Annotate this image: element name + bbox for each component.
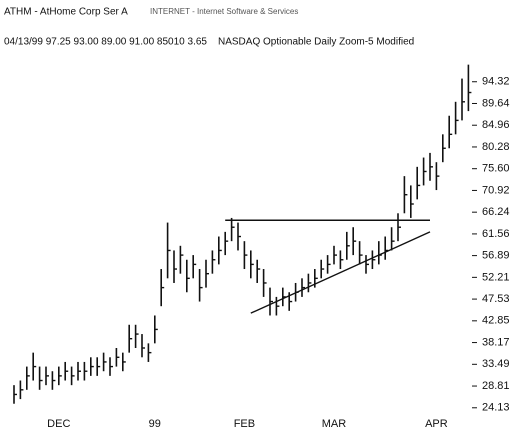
- trendline: [250, 231, 431, 314]
- y-tick-label: 70.92: [482, 184, 510, 196]
- y-tick-label: 89.64: [482, 97, 510, 109]
- y-tick-label: 80.28: [482, 141, 510, 153]
- y-tick-label: 33.49: [482, 358, 510, 370]
- y-tick-label: 84.96: [482, 119, 510, 131]
- x-tick-label: MAR: [322, 418, 347, 430]
- x-tick-label: 99: [149, 418, 161, 430]
- y-tick-label: 52.21: [482, 271, 510, 283]
- y-tick-label: 94.32: [482, 76, 510, 88]
- y-tick-label: 56.89: [482, 250, 510, 262]
- sector: INTERNET - Internet Software & Services: [150, 7, 298, 16]
- y-tick-label: 38.17: [482, 336, 510, 348]
- y-tick-label: 47.53: [482, 293, 510, 305]
- quote: 04/13/99 97.25 93.00 89.00 91.00 85010 3…: [4, 37, 207, 48]
- y-tick-label: 24.13: [482, 402, 510, 414]
- x-tick-label: FEB: [234, 418, 255, 430]
- y-tick-label: 75.60: [482, 163, 510, 175]
- x-tick-label: DEC: [47, 418, 70, 430]
- y-tick-label: 42.85: [482, 315, 510, 327]
- y-tick-label: 66.24: [482, 206, 510, 218]
- x-tick-label: APR: [425, 418, 448, 430]
- y-tick-label: 61.56: [482, 228, 510, 240]
- y-tick-label: 28.81: [482, 380, 510, 392]
- info: NASDAQ Optionable Daily Zoom-5 Modified: [218, 37, 414, 48]
- symbol: ATHM - AtHome Corp Ser A: [4, 7, 128, 18]
